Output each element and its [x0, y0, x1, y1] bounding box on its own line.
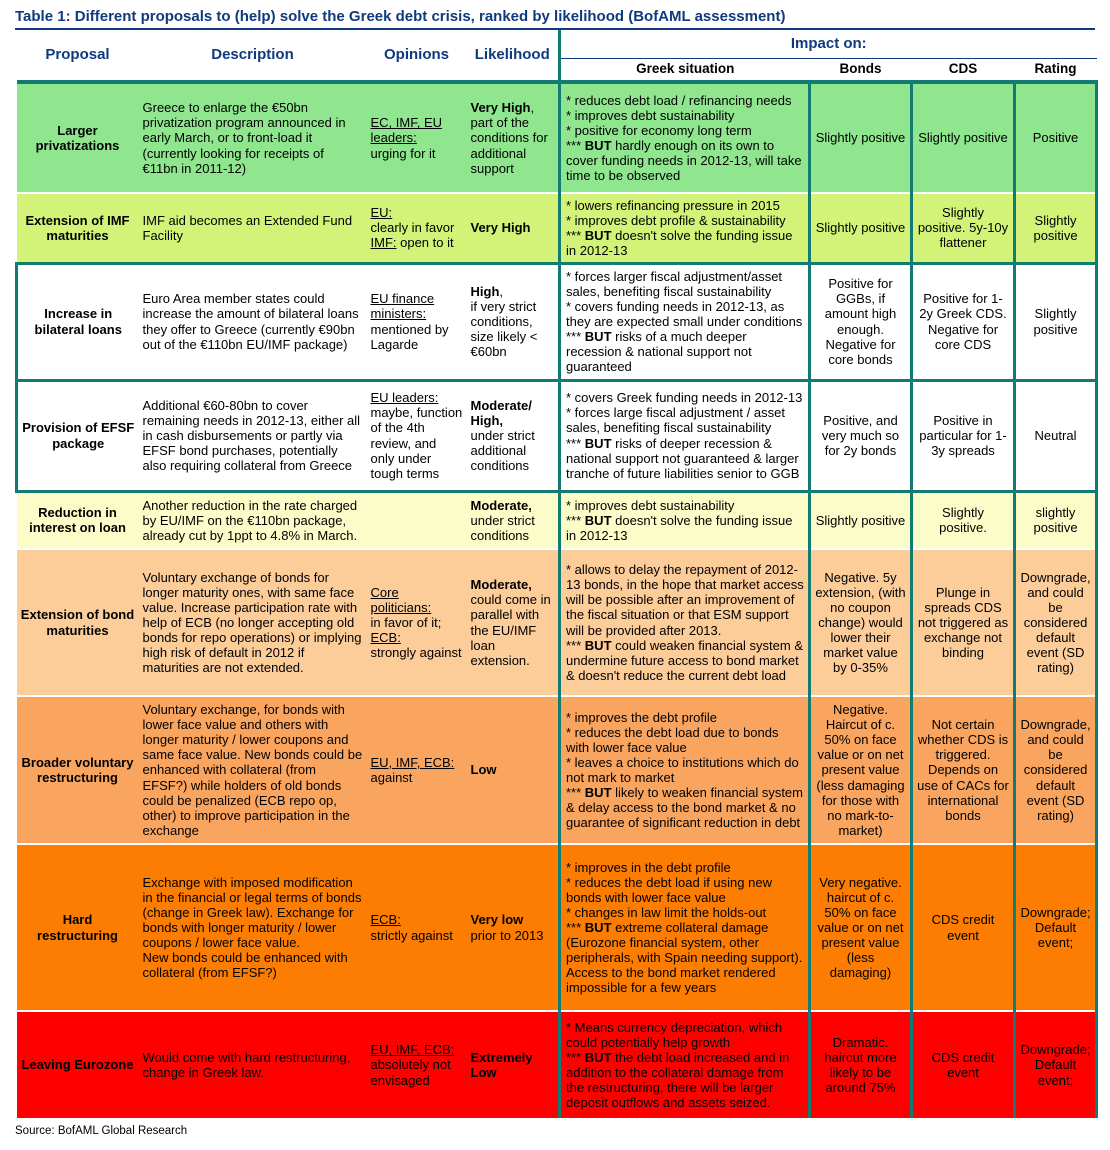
- description-cell: Would come with hard restructuring, chan…: [138, 1010, 367, 1118]
- rating-impact-cell: Downgrade; Default event;: [1012, 1010, 1099, 1118]
- col-header-proposal: Proposal: [16, 30, 139, 82]
- bonds-impact-cell: Negative. 5y extension, (with no coupon …: [808, 548, 912, 696]
- bonds-impact-cell: Negative. Haircut of c. 50% on face valu…: [808, 695, 912, 844]
- opinions-cell: EU, IMF, ECB: against: [366, 695, 467, 844]
- proposal-cell: Provision of EFSF package: [15, 378, 139, 493]
- col-header-description: Description: [138, 30, 367, 82]
- rating-impact-cell: Downgrade; Default event;: [1012, 843, 1099, 1011]
- likelihood-cell: Moderate, under strict conditions: [466, 490, 560, 549]
- opinions-cell: EU leaders: maybe, function of the 4th re…: [366, 378, 467, 493]
- bonds-impact-cell: Positive for GGBs, if amount high enough…: [808, 261, 912, 382]
- col-header-impact-on: Impact on:: [557, 30, 1097, 59]
- description-cell: Euro Area member states could increase t…: [138, 261, 367, 382]
- proposal-cell: Reduction in interest on loan: [16, 490, 139, 549]
- greek-situation-cell: * reduces debt load / refinancing needs *…: [558, 80, 810, 193]
- table-row: Reduction in interest on loan Another red…: [16, 490, 1099, 549]
- proposal-cell: Increase in bilateral loans: [15, 261, 139, 382]
- likelihood-cell: Extremely Low: [466, 1010, 560, 1118]
- description-cell: Voluntary exchange, for bonds with lower…: [138, 695, 367, 844]
- cds-impact-cell: Positive for 1-2y Greek CDS. Negative fo…: [910, 261, 1015, 382]
- greek-situation-cell: * Means currency depreciation, which cou…: [558, 1010, 810, 1118]
- rating-impact-cell: Downgrade, and could be considered defau…: [1012, 695, 1099, 844]
- table-header: Proposal Description Opinions Likelihood…: [16, 30, 1097, 82]
- likelihood-cell: Very High, part of the conditions for add…: [466, 80, 560, 193]
- bonds-impact-cell: Positive, and very much so for 2y bonds: [808, 378, 912, 493]
- table-row: Broader voluntary restructuring Voluntary…: [16, 695, 1099, 844]
- proposal-cell: Broader voluntary restructuring: [16, 695, 139, 844]
- proposal-cell: Hard restructuring: [16, 843, 139, 1011]
- cds-impact-cell: Not certain whether CDS is triggered. De…: [910, 695, 1015, 844]
- opinions-cell: EU, IMF, ECB: absolutely not envisaged: [366, 1010, 467, 1118]
- table-body: Larger privatizations Greece to enlarge t…: [15, 80, 1099, 1118]
- likelihood-cell: Moderate, could come in parallel with the…: [466, 548, 560, 696]
- table-title: Table 1: Different proposals to (help) s…: [15, 8, 1095, 30]
- cds-impact-cell: Slightly positive. 5y-10y flattener: [910, 192, 1015, 263]
- likelihood-cell: Very low prior to 2013: [466, 843, 560, 1011]
- col-header-cds: CDS: [911, 58, 1015, 82]
- proposal-cell: Larger privatizations: [16, 80, 139, 193]
- likelihood-cell: High, if very strict conditions, size lik…: [466, 261, 560, 382]
- table-row: Hard restructuring Exchange with imposed …: [16, 843, 1099, 1011]
- col-header-opinions: Opinions: [366, 30, 467, 82]
- greek-situation-cell: * covers Greek funding needs in 2012-13 …: [558, 378, 810, 493]
- col-header-greek-situation: Greek situation: [558, 58, 810, 82]
- opinions-cell: [366, 490, 467, 549]
- rating-impact-cell: Neutral: [1012, 378, 1099, 493]
- proposal-cell: Leaving Eurozone: [16, 1010, 139, 1118]
- likelihood-cell: Moderate/ High, under strict additional c…: [466, 378, 560, 493]
- likelihood-cell: Low: [466, 695, 560, 844]
- proposal-cell: Extension of bond maturities: [16, 548, 139, 696]
- opinions-cell: EC, IMF, EU leaders: urging for it: [366, 80, 467, 193]
- proposal-cell: Extension of IMF maturities: [16, 192, 139, 263]
- cds-impact-cell: CDS credit event: [910, 843, 1015, 1011]
- col-header-bonds: Bonds: [809, 58, 912, 82]
- opinions-cell: EU finance ministers: mentioned by Lagard…: [366, 261, 467, 382]
- bonds-impact-cell: Slightly positive: [808, 80, 912, 193]
- rating-impact-cell: slightly positive: [1012, 490, 1099, 549]
- cds-impact-cell: Positive in particular for 1-3y spreads: [910, 378, 1015, 493]
- cds-impact-cell: CDS credit event: [910, 1010, 1015, 1118]
- rating-impact-cell: Downgrade, and could be considered defau…: [1012, 548, 1099, 696]
- opinions-cell: ECB: strictly against: [366, 843, 467, 1011]
- col-header-likelihood: Likelihood: [466, 30, 560, 82]
- table-row: Provision of EFSF package Additional €60-…: [15, 378, 1099, 493]
- opinions-cell: EU: clearly in favor IMF: open to it: [366, 192, 467, 263]
- table-row: Larger privatizations Greece to enlarge t…: [16, 80, 1099, 193]
- description-cell: Greece to enlarge the €50bn privatizatio…: [138, 80, 367, 193]
- description-cell: Another reduction in the rate charged by…: [138, 490, 367, 549]
- rating-impact-cell: Slightly positive: [1012, 261, 1099, 382]
- table-row: Increase in bilateral loans Euro Area mem…: [15, 261, 1099, 382]
- greek-situation-cell: * forces larger fiscal adjustment/asset …: [558, 261, 810, 382]
- bonds-impact-cell: Slightly positive: [808, 490, 912, 549]
- table-row: Extension of IMF maturities IMF aid becom…: [16, 192, 1099, 263]
- greek-situation-cell: * improves in the debt profile * reduces …: [558, 843, 810, 1011]
- table-row: Extension of bond maturities Voluntary ex…: [16, 548, 1099, 696]
- description-cell: IMF aid becomes an Extended Fund Facilit…: [138, 192, 367, 263]
- cds-impact-cell: Slightly positive.: [910, 490, 1015, 549]
- opinions-cell: Core politicians: in favor of it; ECB: stro…: [366, 548, 467, 696]
- bonds-impact-cell: Very negative. haircut of c. 50% on face…: [808, 843, 912, 1011]
- rating-impact-cell: Slightly positive: [1012, 192, 1099, 263]
- cds-impact-cell: Slightly positive: [910, 80, 1015, 193]
- description-cell: Additional €60-80bn to cover remaining n…: [138, 378, 367, 493]
- greek-situation-cell: * allows to delay the repayment of 2012-…: [558, 548, 810, 696]
- col-header-rating: Rating: [1014, 58, 1097, 82]
- bonds-impact-cell: Slightly positive: [808, 192, 912, 263]
- source-note: Source: BofAML Global Research: [15, 1125, 188, 1137]
- description-cell: Exchange with imposed modification in th…: [138, 843, 367, 1011]
- proposals-table: Proposal Description Opinions Likelihood…: [15, 30, 1099, 1118]
- greek-situation-cell: * lowers refinancing pressure in 2015 * i…: [558, 192, 810, 263]
- greek-situation-cell: * improves debt sustainability *** BUT do…: [558, 490, 810, 549]
- bonds-impact-cell: Dramatic. haircut more likely to be arou…: [808, 1010, 912, 1118]
- greek-situation-cell: * improves the debt profile * reduces the…: [558, 695, 810, 844]
- rating-impact-cell: Positive: [1012, 80, 1099, 193]
- likelihood-cell: Very High: [466, 192, 560, 263]
- description-cell: Voluntary exchange of bonds for longer m…: [138, 548, 367, 696]
- cds-impact-cell: Plunge in spreads CDS not triggered as e…: [910, 548, 1015, 696]
- table-row: Leaving Eurozone Would come with hard res…: [16, 1010, 1099, 1118]
